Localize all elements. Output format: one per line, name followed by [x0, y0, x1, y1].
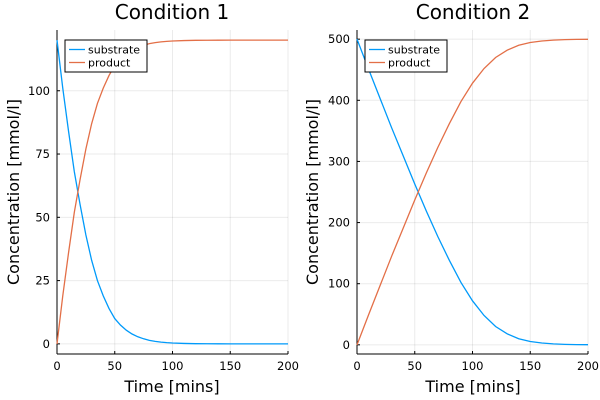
x-tick-label: 200	[277, 359, 299, 373]
series-line-substrate	[56, 40, 288, 345]
y-tick-label: 400	[328, 93, 350, 107]
y-tick-label: 0	[343, 338, 350, 352]
y-tick-label: 50	[35, 210, 50, 224]
legend-label: product	[388, 57, 431, 70]
x-tick-label: 150	[519, 359, 541, 373]
series-line-product	[356, 38, 589, 346]
y-tick-label: 300	[328, 154, 350, 168]
x-tick-label: 200	[577, 359, 599, 373]
x-tick-label: 50	[407, 359, 422, 373]
y-axis-label: Concentration [mmol/l]	[4, 99, 23, 285]
x-tick-label: 50	[107, 359, 122, 373]
x-tick-label: 0	[353, 359, 360, 373]
y-tick-label: 100	[28, 84, 50, 98]
legend-label: substrate	[388, 44, 440, 57]
legend-label: product	[88, 57, 131, 70]
y-tick-label: 100	[328, 277, 350, 291]
legend-box	[364, 39, 448, 73]
y-tick-label: 500	[328, 32, 350, 46]
x-tick-label: 100	[462, 359, 484, 373]
chart-title: Condition 2	[416, 0, 531, 24]
chart-panel-2: Condition 2 Time [mins] Concentration [m…	[303, 0, 599, 396]
y-tick-label: 25	[35, 274, 50, 288]
y-tick-label: 200	[328, 216, 350, 230]
legend-label: substrate	[88, 44, 140, 57]
series-line-substrate	[356, 38, 589, 346]
legend-box	[64, 39, 148, 73]
x-tick-label: 100	[162, 359, 184, 373]
chart-panel-1: Condition 1 Time [mins] Concentration [m…	[4, 0, 299, 396]
x-tick-label: 150	[219, 359, 241, 373]
x-tick-label: 0	[53, 359, 60, 373]
x-axis-label: Time [mins]	[123, 377, 219, 396]
y-axis-label: Concentration [mmol/l]	[303, 99, 322, 285]
y-tick-label: 0	[43, 337, 50, 351]
y-tick-label: 75	[35, 147, 50, 161]
x-axis-label: Time [mins]	[424, 377, 520, 396]
chart-title: Condition 1	[115, 0, 230, 24]
